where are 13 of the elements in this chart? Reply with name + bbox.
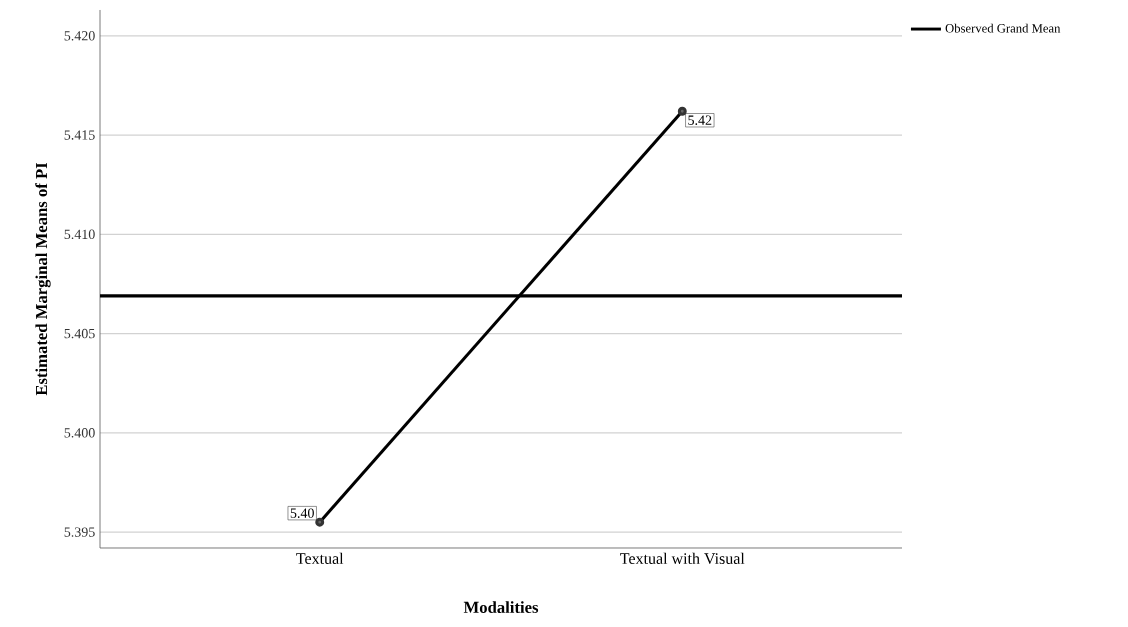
y-tick-label: 5.410: [64, 229, 95, 240]
x-tick-label: Textual: [296, 552, 344, 564]
x-tick-label: Textual with Visual: [620, 552, 745, 565]
y-tick-label: 5.405: [64, 328, 95, 339]
data-label: 5.42: [688, 115, 712, 125]
y-tick-label: 5.395: [64, 527, 95, 537]
x-axis-title: Modalities: [463, 601, 539, 613]
y-tick-label: 5.400: [64, 428, 95, 438]
y-axis-title: Estimated Marginal Means of PI: [35, 162, 51, 396]
y-tick-label: 5.420: [64, 31, 95, 41]
y-tick-label: 5.415: [64, 130, 95, 140]
data-label: 5.40: [290, 508, 314, 518]
legend-label: Observed Grand Mean: [945, 23, 1061, 33]
